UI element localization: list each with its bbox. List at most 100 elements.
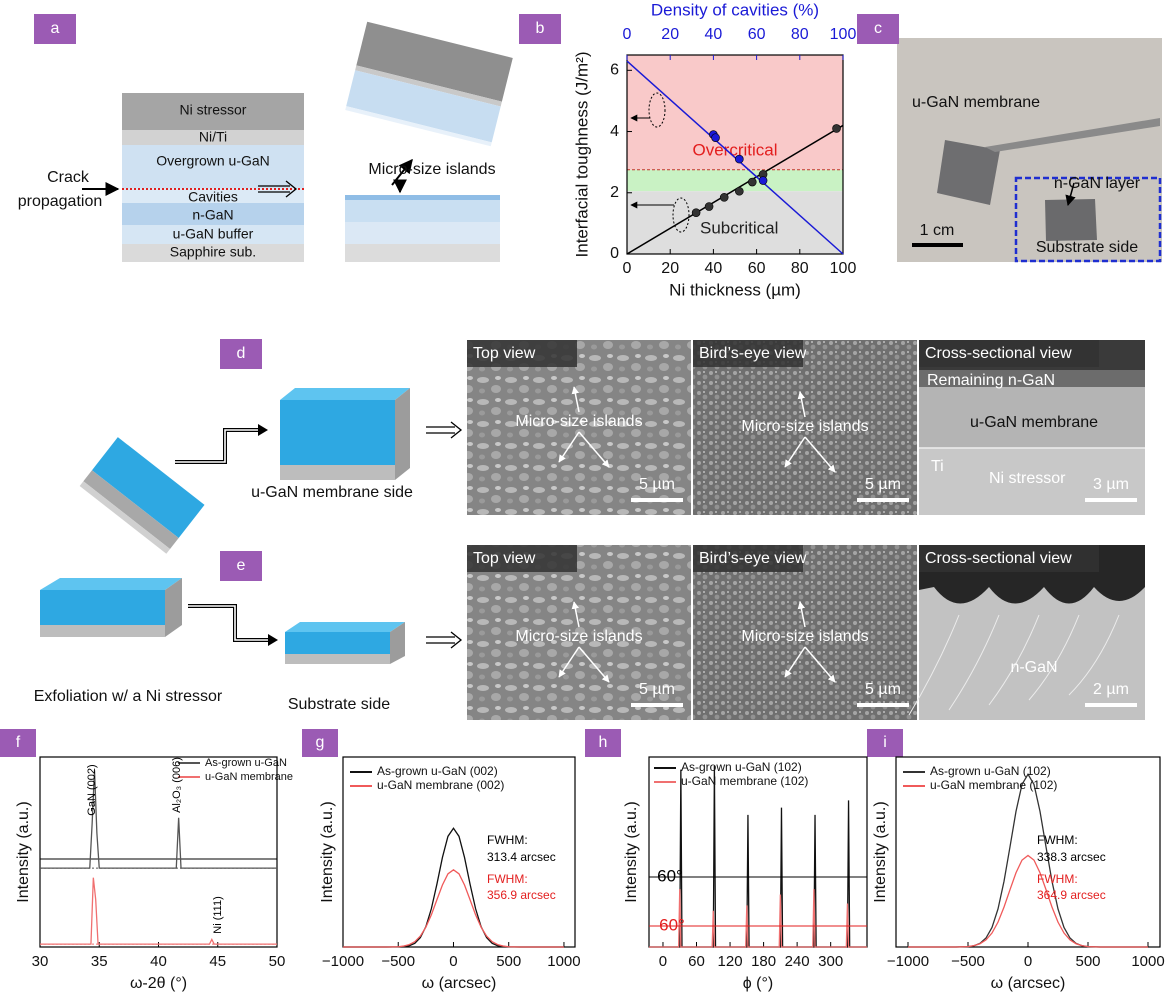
y-axis-label: Intensity (a.u.) <box>623 801 640 902</box>
x-tick-label: 40 <box>150 953 167 970</box>
data-point <box>692 209 700 217</box>
panel-label: g <box>316 734 325 751</box>
substrate-photo <box>1045 199 1097 241</box>
scale-label: 5 µm <box>865 681 901 698</box>
x-tick-label: 1000 <box>547 953 580 970</box>
y-tick-label: 2 <box>610 184 619 201</box>
x-tick-label: 100 <box>830 260 857 277</box>
lifted-block <box>345 22 513 147</box>
layer-label: Ni/Ti <box>199 129 227 145</box>
annotation: Al₂O₃ (006) <box>171 757 183 813</box>
data-point <box>759 177 767 185</box>
panel-label: f <box>16 734 21 751</box>
sem-label: Micro-size islands <box>741 418 868 435</box>
annotation: FWHM: <box>487 833 528 847</box>
legend-label: As-grown u-GaN <box>205 757 287 769</box>
layer-label: u-GaN buffer <box>173 226 254 242</box>
arrow-head <box>258 424 268 436</box>
data-point <box>833 124 841 132</box>
x-tick-label: 0 <box>1024 953 1032 970</box>
photo-label: u-GaN membrane <box>912 94 1040 111</box>
scale-label: 5 µm <box>865 476 901 493</box>
x-axis-label: ω (arcsec) <box>422 975 497 992</box>
legend-label: u-GaN membrane <box>205 771 293 783</box>
scale-label: 1 cm <box>920 222 955 239</box>
series-line <box>908 855 1148 947</box>
layer <box>345 200 500 222</box>
region <box>627 170 843 191</box>
region-label: Subcritical <box>700 218 778 237</box>
series-line <box>40 770 277 868</box>
series-line <box>908 774 1148 947</box>
block-top <box>280 388 410 400</box>
x-tick-label: −500 <box>381 953 415 970</box>
y-tick-label: 0 <box>610 245 619 262</box>
scale-label: 3 µm <box>1093 476 1129 493</box>
x-tick-label: 60 <box>688 953 705 970</box>
x-tick-label: 30 <box>32 953 49 970</box>
x-tick-label: 0 <box>623 260 632 277</box>
y-axis-label: Interfacial toughness (J/m²) <box>572 52 591 258</box>
layer <box>345 195 500 200</box>
crack-label: propagation <box>18 193 103 210</box>
sem-title: Top view <box>473 345 536 362</box>
x-tick-label: 50 <box>269 953 286 970</box>
double-arrow <box>426 422 461 438</box>
annotation: 60° <box>659 915 685 934</box>
x-axis-label: ω (arcsec) <box>991 975 1066 992</box>
x-tick-label: −500 <box>951 953 985 970</box>
y-tick-label: 6 <box>610 62 619 79</box>
scale-label: 2 µm <box>1093 681 1129 698</box>
panel-c: u-GaN membrane n-GaN layer 1 cm Substrat… <box>897 38 1162 262</box>
arrow-head <box>268 634 278 646</box>
data-point <box>735 187 743 195</box>
plot-frame <box>40 757 277 947</box>
x-axis-label: ϕ (°) <box>743 975 773 992</box>
sem-label: Micro-size islands <box>515 628 642 645</box>
data-point <box>712 134 720 142</box>
x-tick-label: 300 <box>818 953 843 970</box>
x2-tick-label: 80 <box>791 26 809 43</box>
x-tick-label: −1000 <box>322 953 364 970</box>
annotation: Ni (111) <box>212 896 224 934</box>
block-top <box>285 622 405 632</box>
sem-label: Remaining n-GaN <box>927 372 1055 389</box>
x-tick-label: 40 <box>705 260 723 277</box>
legend-label: u-GaN membrane (102) <box>930 778 1057 792</box>
x2-tick-label: 40 <box>705 26 723 43</box>
sem-label: u-GaN membrane <box>970 414 1098 431</box>
block-face <box>285 632 390 654</box>
legend-label: u-GaN membrane (102) <box>681 774 808 788</box>
annotation: 338.3 arcsec <box>1037 850 1106 864</box>
sem-title: Top view <box>473 550 536 567</box>
series-line <box>40 878 277 945</box>
x-tick-label: 1000 <box>1131 953 1164 970</box>
x-tick-label: 60 <box>748 260 766 277</box>
x-tick-label: 35 <box>91 953 108 970</box>
x-tick-label: 180 <box>751 953 776 970</box>
block-face <box>280 400 395 465</box>
x2-tick-label: 0 <box>623 26 632 43</box>
photo-label: Substrate side <box>1036 239 1138 256</box>
block-base <box>285 654 390 664</box>
panel-a: Ni stressor Ni/Ti Overgrown u-GaN Caviti… <box>18 22 513 262</box>
annotation: FWHM: <box>487 872 528 886</box>
x-tick-label: 120 <box>718 953 743 970</box>
legend-label: u-GaN membrane (002) <box>377 778 504 792</box>
annotation: 356.9 arcsec <box>487 888 556 902</box>
layer-label: Sapphire sub. <box>170 244 256 260</box>
sem-label: n-GaN <box>1010 659 1057 676</box>
figure: Ni stressor Ni/Ti Overgrown u-GaN Caviti… <box>0 0 1172 992</box>
sem-title: Cross-sectional view <box>925 345 1072 362</box>
layer-label: Cavities <box>188 189 238 205</box>
data-point <box>748 178 756 186</box>
x-tick-label: 45 <box>209 953 226 970</box>
sem-label: Ni stressor <box>989 470 1066 487</box>
data-point <box>720 193 728 201</box>
block-base <box>280 465 395 480</box>
crack-label: Crack <box>47 169 90 186</box>
sem-title: Bird’s-eye view <box>699 550 807 567</box>
data-point <box>705 203 713 211</box>
sem-label: Micro-size islands <box>741 628 868 645</box>
x-tick-label: 500 <box>496 953 521 970</box>
